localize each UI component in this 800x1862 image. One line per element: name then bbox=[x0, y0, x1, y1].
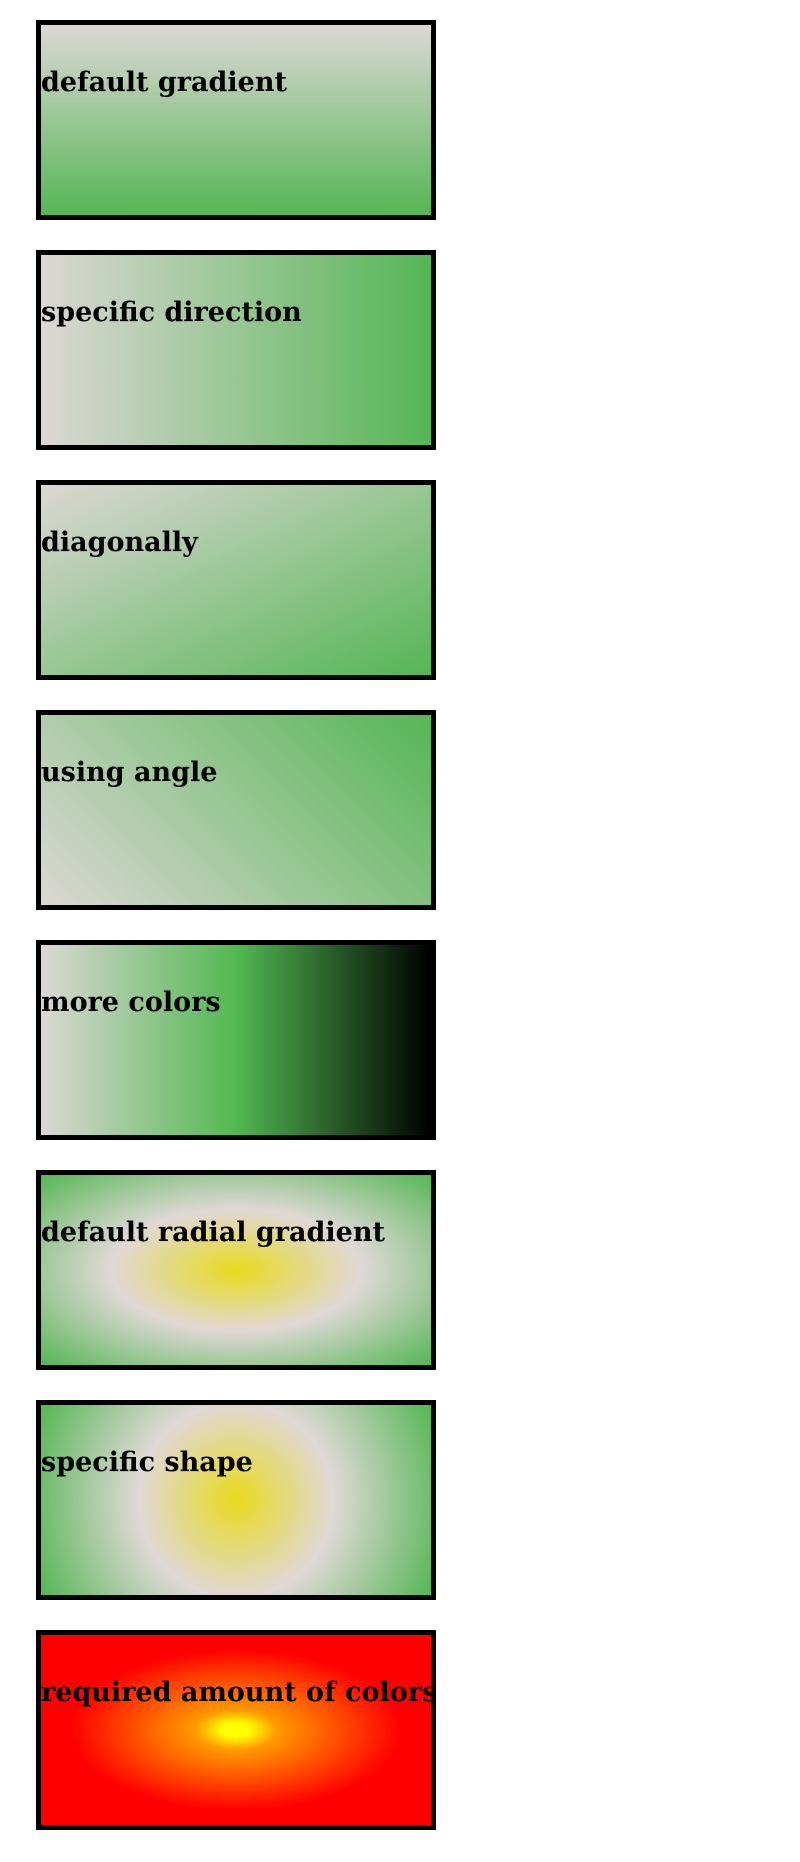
box-label: default radial gradient bbox=[41, 1217, 385, 1248]
box-label: more colors bbox=[41, 987, 221, 1018]
box-label: specific direction bbox=[41, 297, 302, 328]
default-radial-gradient-box: default radial gradient bbox=[36, 1170, 436, 1370]
default-gradient-box: default gradient bbox=[36, 20, 436, 220]
more-colors-box: more colors bbox=[36, 940, 436, 1140]
diagonally-box: diagonally bbox=[36, 480, 436, 680]
box-label: default gradient bbox=[41, 67, 287, 98]
box-label: required amount of colors bbox=[41, 1677, 438, 1708]
box-label: using angle bbox=[41, 757, 218, 788]
required-amount-of-colors-box: required amount of colors bbox=[36, 1630, 438, 1830]
using-angle-box: using angle bbox=[36, 710, 436, 910]
box-label: specific shape bbox=[41, 1447, 253, 1478]
specific-direction-box: specific direction bbox=[36, 250, 436, 450]
box-label: diagonally bbox=[41, 527, 198, 558]
specific-shape-box: specific shape bbox=[36, 1400, 436, 1600]
